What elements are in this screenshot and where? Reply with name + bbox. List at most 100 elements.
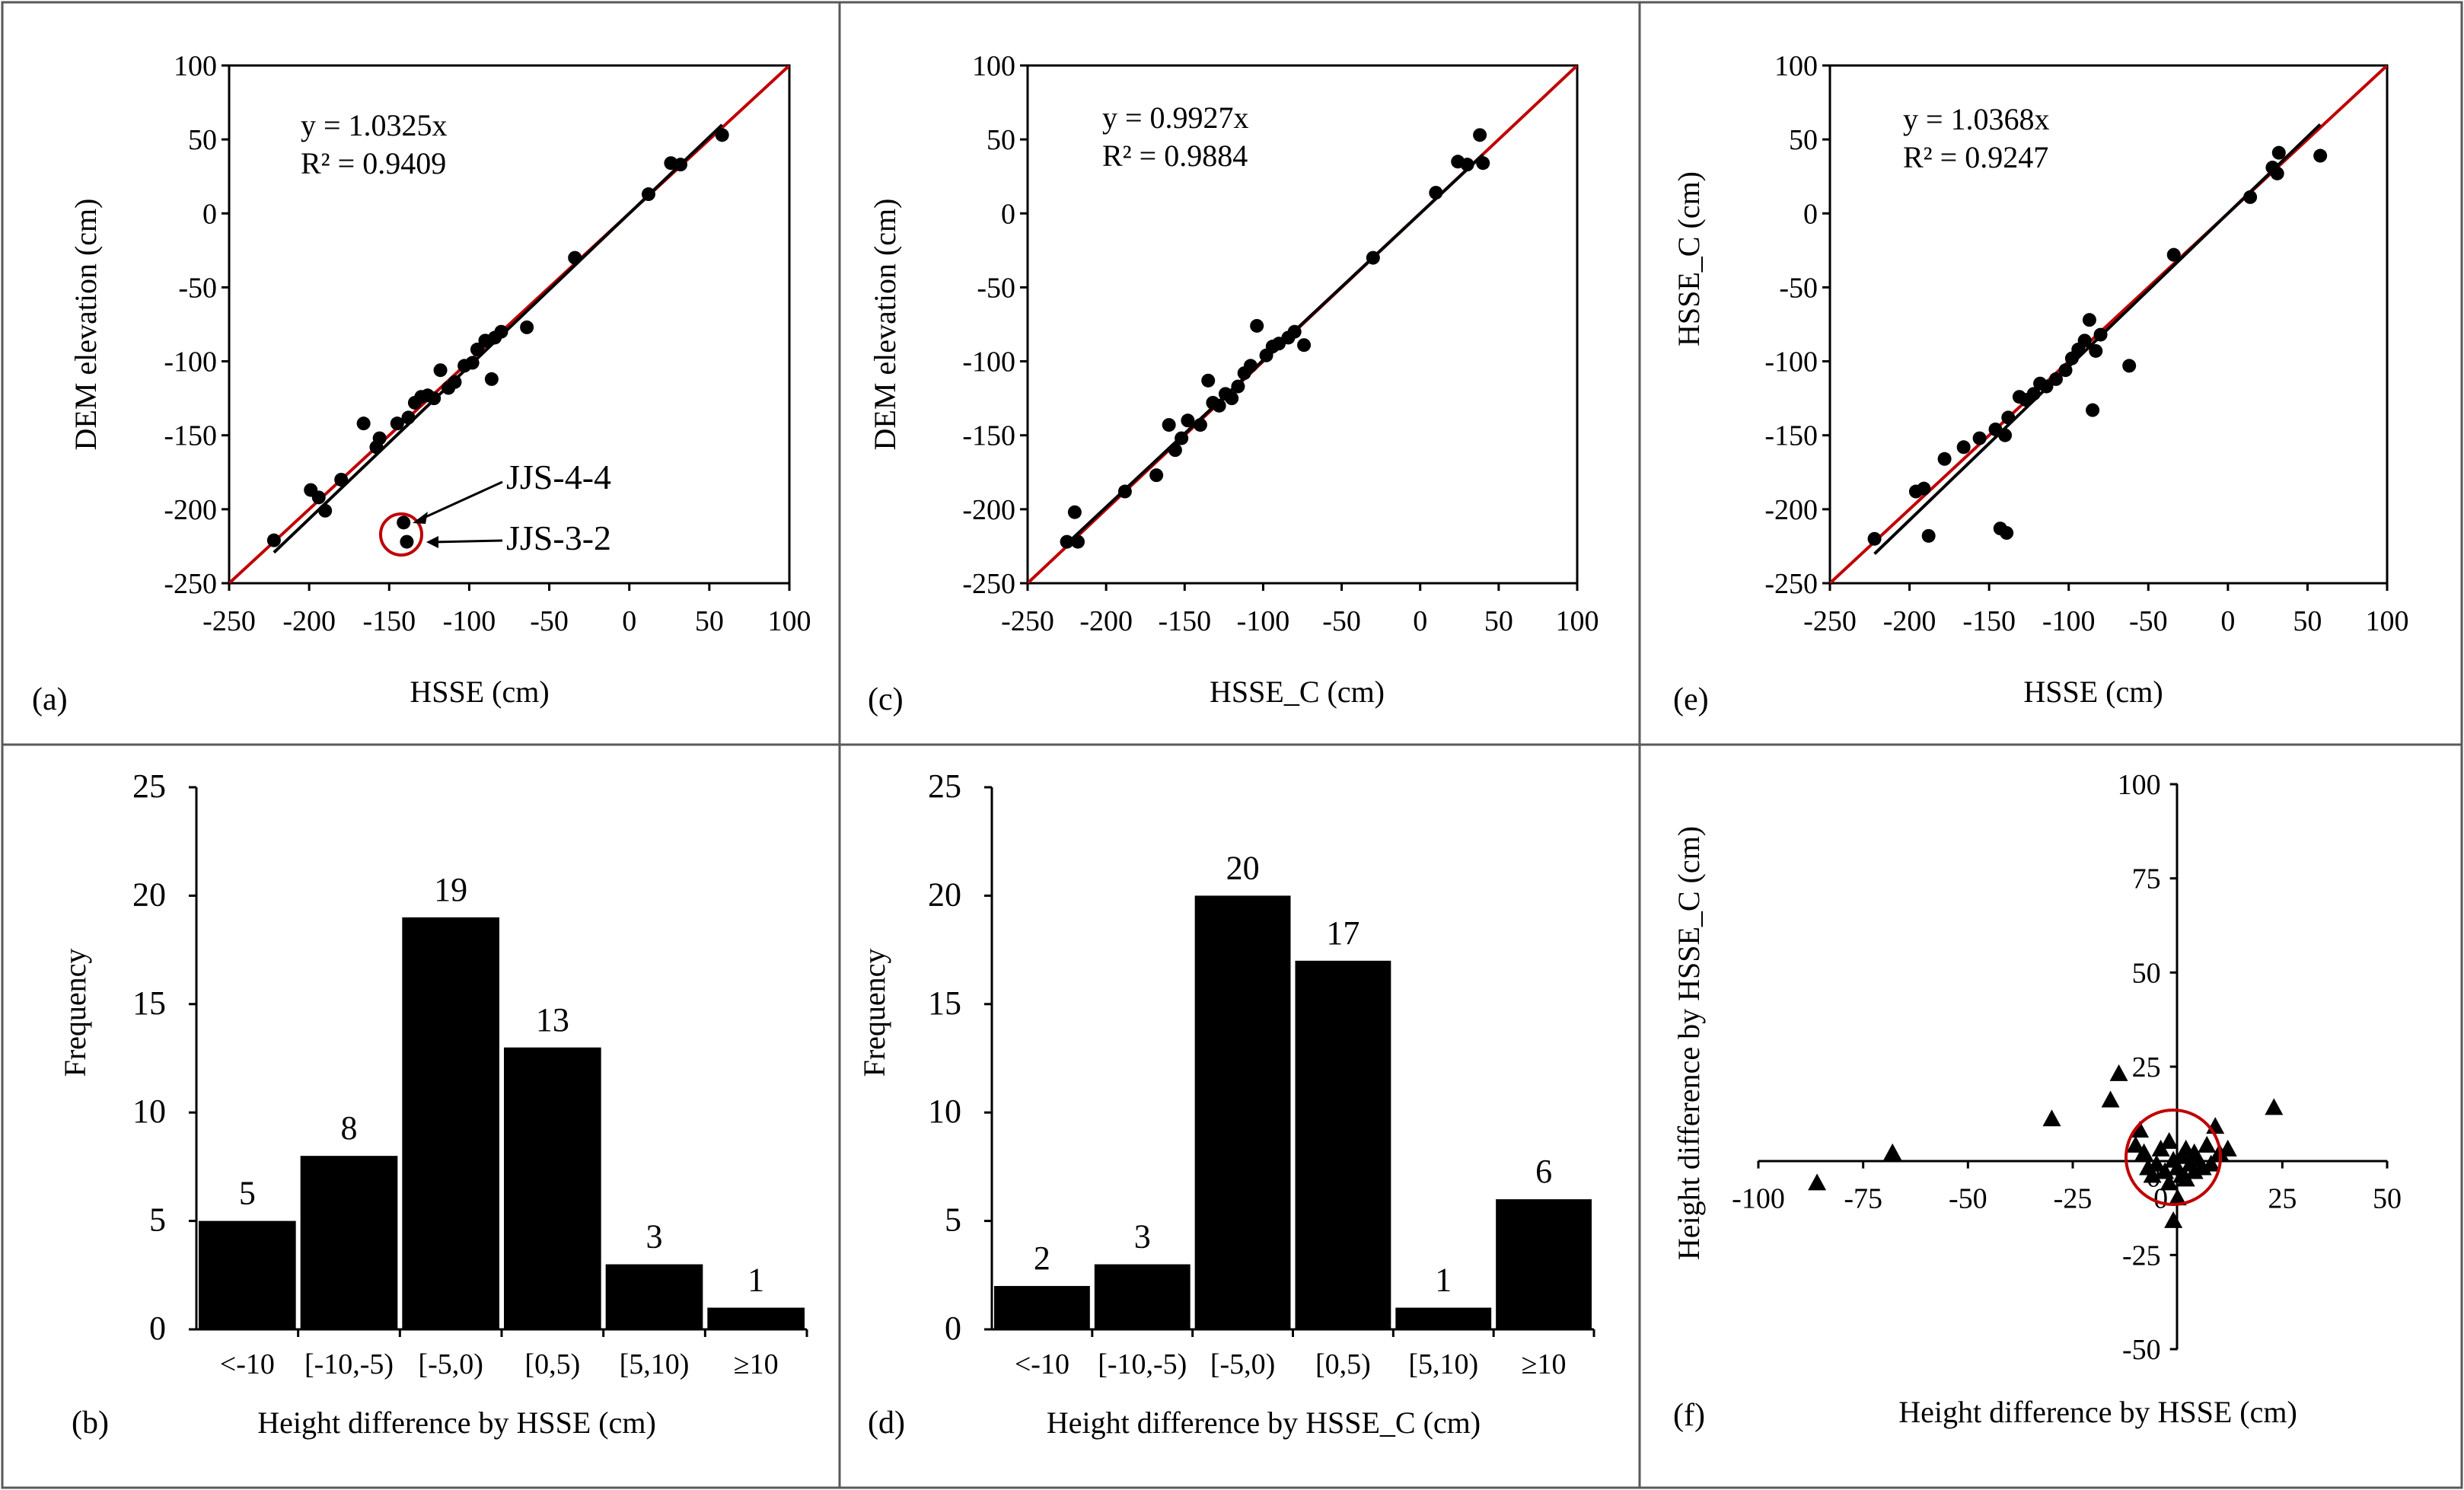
chart-a-xtick-label: -250 bbox=[202, 605, 256, 637]
chart-f-point bbox=[2218, 1139, 2237, 1157]
chart-f-point bbox=[2109, 1064, 2128, 1081]
chart-d-bar-value-label: 20 bbox=[1226, 849, 1260, 886]
chart-b-ytick-label: 10 bbox=[132, 1093, 166, 1130]
chart-c-plot-area bbox=[1026, 64, 1579, 585]
chart-f-ytick-label: -25 bbox=[2122, 1240, 2161, 1271]
chart-c-panel-label: (c) bbox=[868, 682, 904, 717]
chart-e-xtick-label: -100 bbox=[2042, 605, 2096, 637]
chart-a-panel-label: (a) bbox=[32, 682, 68, 717]
chart-a-point bbox=[433, 363, 448, 378]
chart-f-x-axis-label: Height difference by HSSE (cm) bbox=[1898, 1395, 2297, 1429]
chart-b-bar-value-label: 13 bbox=[536, 1001, 569, 1039]
chart-a-callout-arrowhead-2 bbox=[426, 536, 438, 548]
chart-d-bar bbox=[1194, 895, 1291, 1329]
chart-f-xtick-label: -100 bbox=[1732, 1183, 1785, 1215]
chart-b-x-axis-label: Height difference by HSSE (cm) bbox=[257, 1405, 656, 1440]
chart-a-ytick-label: 100 bbox=[174, 50, 217, 82]
chart-e-point bbox=[2271, 145, 2286, 160]
chart-e-point bbox=[2122, 359, 2137, 373]
chart-c-xtick-label: -100 bbox=[1237, 605, 1290, 637]
chart-c-point bbox=[1193, 418, 1207, 432]
chart-a-x-ticks: -250 -200 -150 -100 -50 0 50 100 bbox=[202, 583, 811, 637]
chart-c-point bbox=[1225, 391, 1239, 406]
chart-a-r2: R² = 0.9409 bbox=[301, 146, 446, 180]
chart-d-category-label: ≥10 bbox=[1522, 1348, 1567, 1380]
chart-d-bar-value-label: 2 bbox=[1034, 1240, 1050, 1277]
chart-e-point bbox=[2039, 379, 2054, 394]
chart-b-category-label: [-5,0) bbox=[418, 1348, 483, 1380]
chart-e-y-axis-label: HSSE_C (cm) bbox=[1672, 171, 1706, 346]
chart-e: -250 -200 -150 -100 -50 0 50 100 -250 -200 -150 -1… bbox=[1672, 50, 2409, 717]
chart-c-ytick-label: 0 bbox=[1001, 198, 1015, 230]
chart-b-ytick-label: 5 bbox=[149, 1201, 166, 1239]
chart-a-point bbox=[372, 431, 387, 445]
chart-d-bar-value-label: 3 bbox=[1134, 1218, 1151, 1255]
chart-f-point bbox=[2160, 1173, 2179, 1191]
chart-e-point bbox=[2082, 313, 2096, 327]
chart-d-panel-label: (d) bbox=[868, 1405, 905, 1441]
chart-c-points bbox=[1060, 128, 1490, 549]
chart-a-equation: y = 1.0325x bbox=[301, 108, 448, 142]
chart-c-equation: y = 0.9927x bbox=[1102, 101, 1249, 135]
chart-b-bar bbox=[504, 1047, 601, 1329]
chart-e-ytick-label: -50 bbox=[1779, 272, 1818, 304]
chart-d-category-label: [-5,0) bbox=[1210, 1348, 1275, 1380]
chart-f-point bbox=[2168, 1188, 2187, 1206]
chart-a-points bbox=[266, 128, 729, 549]
chart-b-y-axis-label: Frequency bbox=[58, 949, 92, 1077]
chart-c-point bbox=[1162, 418, 1176, 432]
chart-f-point bbox=[1883, 1143, 1902, 1160]
chart-c-xtick-label: -50 bbox=[1322, 605, 1361, 637]
chart-e-points bbox=[1867, 145, 2328, 546]
chart-e-point bbox=[2086, 403, 2100, 417]
chart-e-xtick-label: -200 bbox=[1883, 605, 1936, 637]
chart-c-point bbox=[1231, 379, 1245, 394]
chart-b-bar-value-label: 8 bbox=[341, 1109, 358, 1147]
chart-e-point bbox=[1921, 528, 1936, 543]
chart-a-y-axis-label: DEM elevation (cm) bbox=[69, 199, 103, 451]
chart-a-xtick-label: -150 bbox=[362, 605, 416, 637]
chart-b-ytick-label: 15 bbox=[132, 984, 166, 1022]
chart-f-ytick-label: -50 bbox=[2122, 1334, 2161, 1366]
chart-a-ytick-label: -100 bbox=[164, 346, 217, 378]
chart-a-ytick-label: 0 bbox=[202, 198, 217, 230]
chart-a-point bbox=[674, 158, 688, 172]
chart-e-r2: R² = 0.9247 bbox=[1903, 140, 2048, 174]
chart-f-ytick-label: 25 bbox=[2132, 1051, 2161, 1083]
chart-f-point bbox=[2101, 1090, 2120, 1108]
chart-d: 0 5 10 15 20 25 2 <-10 3 [-10,-5) 20 [-5,0) 17 [0,5)… bbox=[857, 767, 1595, 1441]
chart-d-bar-value-label: 1 bbox=[1435, 1262, 1452, 1299]
chart-d-bar bbox=[994, 1286, 1090, 1329]
chart-e-point bbox=[2243, 190, 2258, 204]
chart-c-point bbox=[1060, 534, 1074, 549]
chart-e-ytick-label: 0 bbox=[1803, 198, 1818, 230]
chart-a-point bbox=[334, 473, 349, 487]
chart-c-point bbox=[1366, 250, 1380, 265]
chart-a-point bbox=[715, 128, 729, 142]
chart-c-ytick-label: 100 bbox=[972, 50, 1015, 82]
chart-b-category-label: [5,10) bbox=[620, 1348, 690, 1380]
chart-e-ytick-label: -150 bbox=[1764, 420, 1818, 452]
chart-a-ytick-label: -250 bbox=[164, 568, 217, 600]
chart-c-xtick-label: -200 bbox=[1079, 605, 1133, 637]
chart-a-point bbox=[494, 324, 508, 339]
chart-e-point bbox=[1998, 428, 2013, 442]
chart-b-bar-value-label: 1 bbox=[747, 1262, 764, 1299]
chart-c-point bbox=[1460, 158, 1474, 172]
chart-e-one-to-one-line bbox=[1830, 65, 2387, 583]
chart-b-ytick-label: 25 bbox=[132, 767, 166, 805]
chart-c-x-axis-label: HSSE_C (cm) bbox=[1210, 675, 1385, 709]
chart-f-highlight-circle bbox=[2125, 1109, 2222, 1206]
chart-d-bar-value-label: 6 bbox=[1535, 1153, 1552, 1190]
chart-a-point bbox=[465, 356, 480, 370]
chart-f-xtick-label: 50 bbox=[2373, 1183, 2402, 1215]
chart-e-xtick-label: -50 bbox=[2129, 605, 2168, 637]
chart-f-ytick-label: 50 bbox=[2132, 957, 2161, 989]
chart-a-xtick-label: 100 bbox=[768, 605, 811, 637]
chart-e-point bbox=[2048, 372, 2063, 386]
chart-b-bars: 5 <-10 8 [-10,-5) 19 [-5,0) 13 [0,5) 3 [5,10) 1 ≥10 bbox=[199, 871, 808, 1380]
chart-b-bar-value-label: 5 bbox=[239, 1175, 256, 1212]
chart-a-point bbox=[427, 391, 441, 406]
chart-f-xtick-label: 0 bbox=[2153, 1183, 2168, 1215]
